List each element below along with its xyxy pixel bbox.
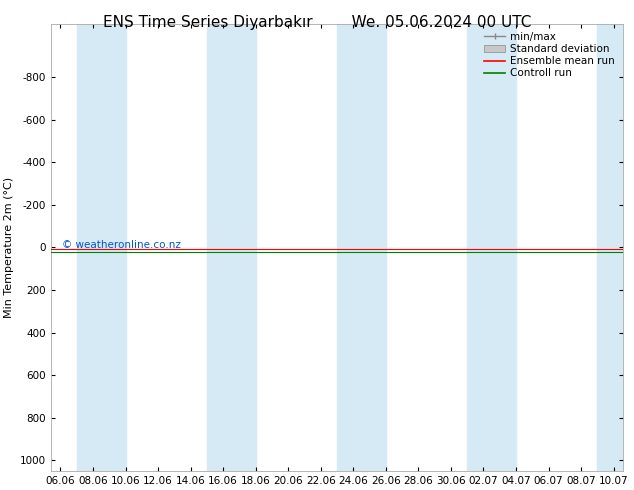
Text: © weatheronline.co.nz: © weatheronline.co.nz xyxy=(62,240,181,250)
Bar xyxy=(207,24,256,471)
Bar xyxy=(467,24,516,471)
Text: ENS Time Series Diyarbakır        We. 05.06.2024 00 UTC: ENS Time Series Diyarbakır We. 05.06.202… xyxy=(103,15,531,30)
Bar xyxy=(77,24,126,471)
Bar xyxy=(597,24,634,471)
Bar xyxy=(337,24,386,471)
Legend: min/max, Standard deviation, Ensemble mean run, Controll run: min/max, Standard deviation, Ensemble me… xyxy=(481,29,618,81)
Y-axis label: Min Temperature 2m (°C): Min Temperature 2m (°C) xyxy=(4,177,14,318)
